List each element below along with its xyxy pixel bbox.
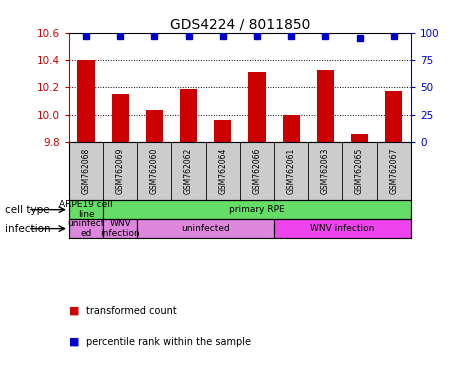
Bar	[283, 114, 300, 142]
Text: ■: ■	[69, 306, 79, 316]
Text: primary RPE: primary RPE	[229, 205, 285, 214]
Text: WNV infection: WNV infection	[310, 224, 375, 233]
Text: GSM762061: GSM762061	[287, 148, 295, 194]
Bar	[103, 219, 137, 238]
Text: ■: ■	[69, 337, 79, 347]
Bar	[351, 134, 368, 142]
Bar	[248, 72, 266, 142]
Bar	[146, 111, 163, 142]
Bar	[69, 219, 103, 238]
Text: GSM762066: GSM762066	[253, 148, 261, 194]
Text: cell type: cell type	[5, 205, 49, 215]
Bar	[112, 94, 129, 142]
Bar	[385, 91, 402, 142]
Title: GDS4224 / 8011850: GDS4224 / 8011850	[170, 18, 310, 31]
Bar	[69, 200, 103, 219]
Text: GSM762067: GSM762067	[390, 148, 398, 194]
Bar	[77, 60, 95, 142]
Text: GSM762068: GSM762068	[82, 148, 90, 194]
Text: GSM762063: GSM762063	[321, 148, 330, 194]
Text: uninfect
ed: uninfect ed	[67, 219, 104, 238]
Text: GSM762065: GSM762065	[355, 148, 364, 194]
Text: GSM762069: GSM762069	[116, 148, 124, 194]
Text: infection: infection	[5, 223, 50, 233]
Text: GSM762062: GSM762062	[184, 148, 193, 194]
Text: GSM762064: GSM762064	[218, 148, 227, 194]
Bar	[180, 89, 197, 142]
Text: percentile rank within the sample: percentile rank within the sample	[86, 337, 250, 347]
Bar	[214, 120, 231, 142]
Text: transformed count: transformed count	[86, 306, 176, 316]
Bar	[274, 219, 411, 238]
Bar	[137, 219, 274, 238]
Text: GSM762060: GSM762060	[150, 148, 159, 194]
Text: WNV
infection: WNV infection	[100, 219, 140, 238]
Text: uninfected: uninfected	[181, 224, 230, 233]
Bar	[317, 70, 334, 142]
Text: ARPE19 cell
line: ARPE19 cell line	[59, 200, 113, 219]
